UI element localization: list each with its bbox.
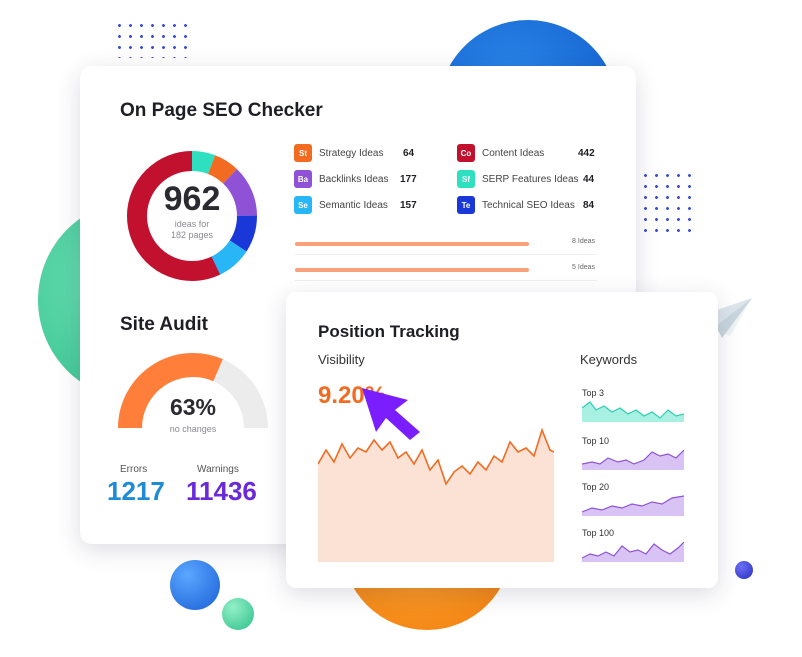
idea-label: Content Ideas: [482, 147, 545, 159]
idea-label: Semantic Ideas: [319, 199, 388, 211]
keyword-sparkline-top3: [582, 401, 684, 422]
decor-dot-grid: [640, 170, 696, 236]
idea-count: 84: [583, 200, 595, 211]
semantic-badge-icon: Se: [294, 196, 312, 214]
keywords-label: Keywords: [580, 352, 638, 367]
idea-count: 442: [578, 148, 595, 159]
site-audit-gauge: [118, 353, 268, 429]
visibility-chart: [318, 427, 554, 562]
warnings-label: Warnings: [197, 464, 239, 475]
idea-label: Backlinks Ideas: [319, 173, 389, 185]
decor-dot-grid: [114, 20, 190, 58]
donut-segment-technical: [127, 151, 257, 281]
errors-label: Errors: [120, 464, 148, 475]
idea-label: SERP Features Ideas: [482, 173, 579, 185]
keyword-top-label: Top 10: [582, 436, 610, 446]
warnings-value[interactable]: 11436: [186, 476, 257, 506]
divider: [295, 254, 597, 255]
visibility-line: [318, 427, 554, 486]
site-audit-title: Site Audit: [120, 314, 208, 335]
idea-item-strategy[interactable]: St Strategy Ideas: [294, 144, 383, 162]
ideas-row[interactable]: 5 Ideas: [295, 264, 595, 276]
seo-checker-title: On Page SEO Checker: [120, 100, 323, 121]
ideas-row[interactable]: 8 Ideas: [295, 238, 595, 250]
ideas-total-sub: 182 pages: [170, 230, 214, 240]
ideas-donut-chart: [127, 151, 257, 281]
content-badge-icon: Co: [457, 144, 475, 162]
keyword-top-label: Top 100: [582, 528, 615, 538]
decor-blue-ball: [170, 560, 220, 610]
idea-count: 64: [403, 148, 415, 159]
donut-segment-serp: [127, 151, 257, 281]
gauge-fill: [118, 353, 223, 429]
idea-count: 157: [400, 200, 417, 211]
ideas-total-sub: ideas for: [174, 219, 210, 229]
keyword-sparkline-top100: [582, 541, 684, 562]
idea-label: Strategy Ideas: [319, 147, 384, 159]
serp-badge-icon: Sf: [457, 170, 475, 188]
keyword-top-label: Top 3: [582, 388, 605, 398]
ideas-row-bar: [295, 268, 529, 272]
keyword-top-label: Top 20: [582, 482, 610, 492]
decor-indigo-ball: [735, 561, 753, 579]
ideas-row-label: 5 Ideas: [572, 264, 595, 271]
arrow-cursor-icon: [362, 388, 420, 440]
technical-badge-icon: Te: [457, 196, 475, 214]
position-tracking-card: Position Tracking Visibility 9.20% Keywo…: [286, 292, 718, 588]
idea-item-backlinks[interactable]: Ba Backlinks Ideas: [294, 170, 388, 188]
keyword-sparkline-top20: [582, 495, 684, 516]
idea-item-serp[interactable]: Sf SERP Features Ideas: [457, 170, 579, 188]
idea-count: 177: [400, 174, 417, 185]
idea-item-content[interactable]: Co Content Ideas: [457, 144, 544, 162]
divider: [295, 280, 597, 281]
position-tracking-title: Position Tracking: [318, 322, 460, 341]
decor-green-ball: [222, 598, 254, 630]
ideas-row-label: 8 Ideas: [572, 238, 595, 245]
visibility-area: [318, 430, 554, 562]
backlinks-badge-icon: Ba: [294, 170, 312, 188]
ideas-row-bar: [295, 242, 529, 246]
keyword-sparkline-top10: [582, 449, 684, 470]
idea-item-technical[interactable]: Te Technical SEO Ideas: [457, 196, 575, 214]
site-audit-percent-sub: no changes: [169, 424, 217, 434]
idea-label: Technical SEO Ideas: [482, 199, 575, 211]
idea-count: 44: [583, 174, 595, 185]
strategy-badge-icon: St: [294, 144, 312, 162]
idea-item-semantic[interactable]: Se Semantic Ideas: [294, 196, 388, 214]
errors-value[interactable]: 1217: [107, 476, 165, 506]
site-audit-percent: 63%: [169, 394, 217, 420]
ideas-total: 962: [163, 180, 221, 218]
visibility-label: Visibility: [318, 352, 365, 367]
